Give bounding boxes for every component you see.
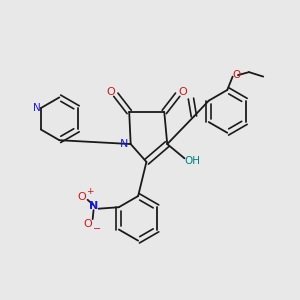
Text: N: N [120,139,128,149]
Text: O: O [84,219,93,229]
Text: OH: OH [184,156,200,166]
Text: O: O [106,87,115,97]
Text: O: O [232,70,240,80]
Text: +: + [85,187,93,196]
Text: O: O [178,87,188,97]
Text: −: − [93,224,101,234]
Text: N: N [89,201,98,211]
Text: O: O [78,192,87,202]
Text: N: N [33,103,41,113]
